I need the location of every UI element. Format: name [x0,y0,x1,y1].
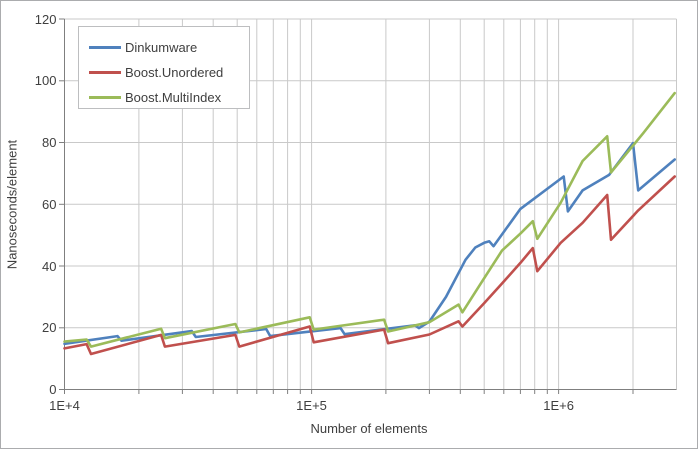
y-tick-label: 20 [42,320,57,336]
legend-label: Boost.MultiIndex [125,90,222,105]
y-tick-label: 40 [42,258,57,274]
series-line-swatch [89,96,121,99]
y-tick-label: 60 [42,196,57,212]
series-line-swatch [89,71,121,74]
legend: Dinkumware Boost.Unordered Boost.MultiIn… [78,26,250,109]
y-tick-label: 120 [34,11,57,27]
series-line-swatch [89,46,121,49]
legend-label: Boost.Unordered [125,65,224,80]
legend-item: Boost.MultiIndex [89,85,249,110]
y-tick-label: 100 [34,73,57,89]
legend-item: Dinkumware [89,35,249,60]
legend-item: Boost.Unordered [89,60,249,85]
x-tick-label: 1E+5 [296,397,327,413]
y-axis-title: Nanoseconds/element [4,139,20,270]
series-line-Boost.Unordered [63,175,677,356]
y-tick-label: 80 [42,135,57,150]
series-line-Boost.MultiIndex [63,91,677,348]
x-tick-label: 1E+4 [49,397,80,413]
x-tick-label: 1E+6 [543,397,574,413]
x-axis-title: Number of elements [310,421,428,436]
y-tick-label: 0 [49,382,57,397]
series-line-Dinkumware [63,141,677,346]
legend-label: Dinkumware [125,40,198,55]
